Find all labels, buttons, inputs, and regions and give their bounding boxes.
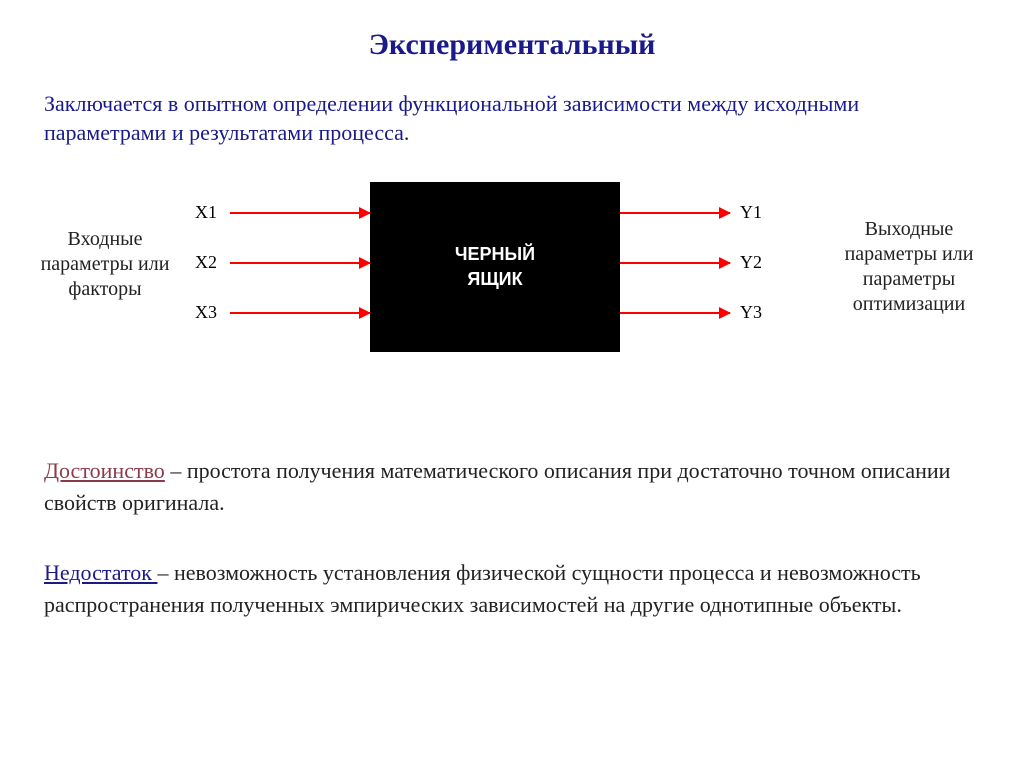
box-text-line1: ЧЕРНЫЙ: [455, 244, 535, 264]
output-label-y1: Y1: [740, 202, 762, 223]
output-label-y3: Y3: [740, 302, 762, 323]
output-label-y2: Y2: [740, 252, 762, 273]
disadvantage-text: – невозможность установления физической …: [44, 560, 921, 617]
advantage-term: Достоинство: [44, 458, 165, 483]
box-text-line2: ЯЩИК: [467, 269, 522, 289]
intro-text: Заключается в опытном определении функци…: [0, 62, 1024, 147]
output-arrow-3: [620, 312, 730, 314]
input-label-x1: X1: [195, 202, 217, 223]
disadvantage-paragraph: Недостаток – невозможность установления …: [0, 557, 1024, 621]
input-arrow-2: [230, 262, 370, 264]
input-label-x2: X2: [195, 252, 217, 273]
input-side-label: Входные параметры или факторы: [40, 227, 170, 302]
advantage-text: – простота получения математического опи…: [44, 458, 950, 515]
page-title: Экспериментальный: [0, 0, 1024, 62]
input-arrow-1: [230, 212, 370, 214]
blackbox-diagram: Входные параметры или факторы Выходные п…: [0, 177, 1024, 407]
input-arrow-3: [230, 312, 370, 314]
output-side-label: Выходные параметры или параметры оптимиз…: [834, 217, 984, 317]
disadvantage-term: Недостаток: [44, 560, 157, 585]
output-arrow-1: [620, 212, 730, 214]
advantage-paragraph: Достоинство – простота получения математ…: [0, 455, 1024, 519]
black-box: ЧЕРНЫЙ ЯЩИК: [370, 182, 620, 352]
input-label-x3: X3: [195, 302, 217, 323]
output-arrow-2: [620, 262, 730, 264]
